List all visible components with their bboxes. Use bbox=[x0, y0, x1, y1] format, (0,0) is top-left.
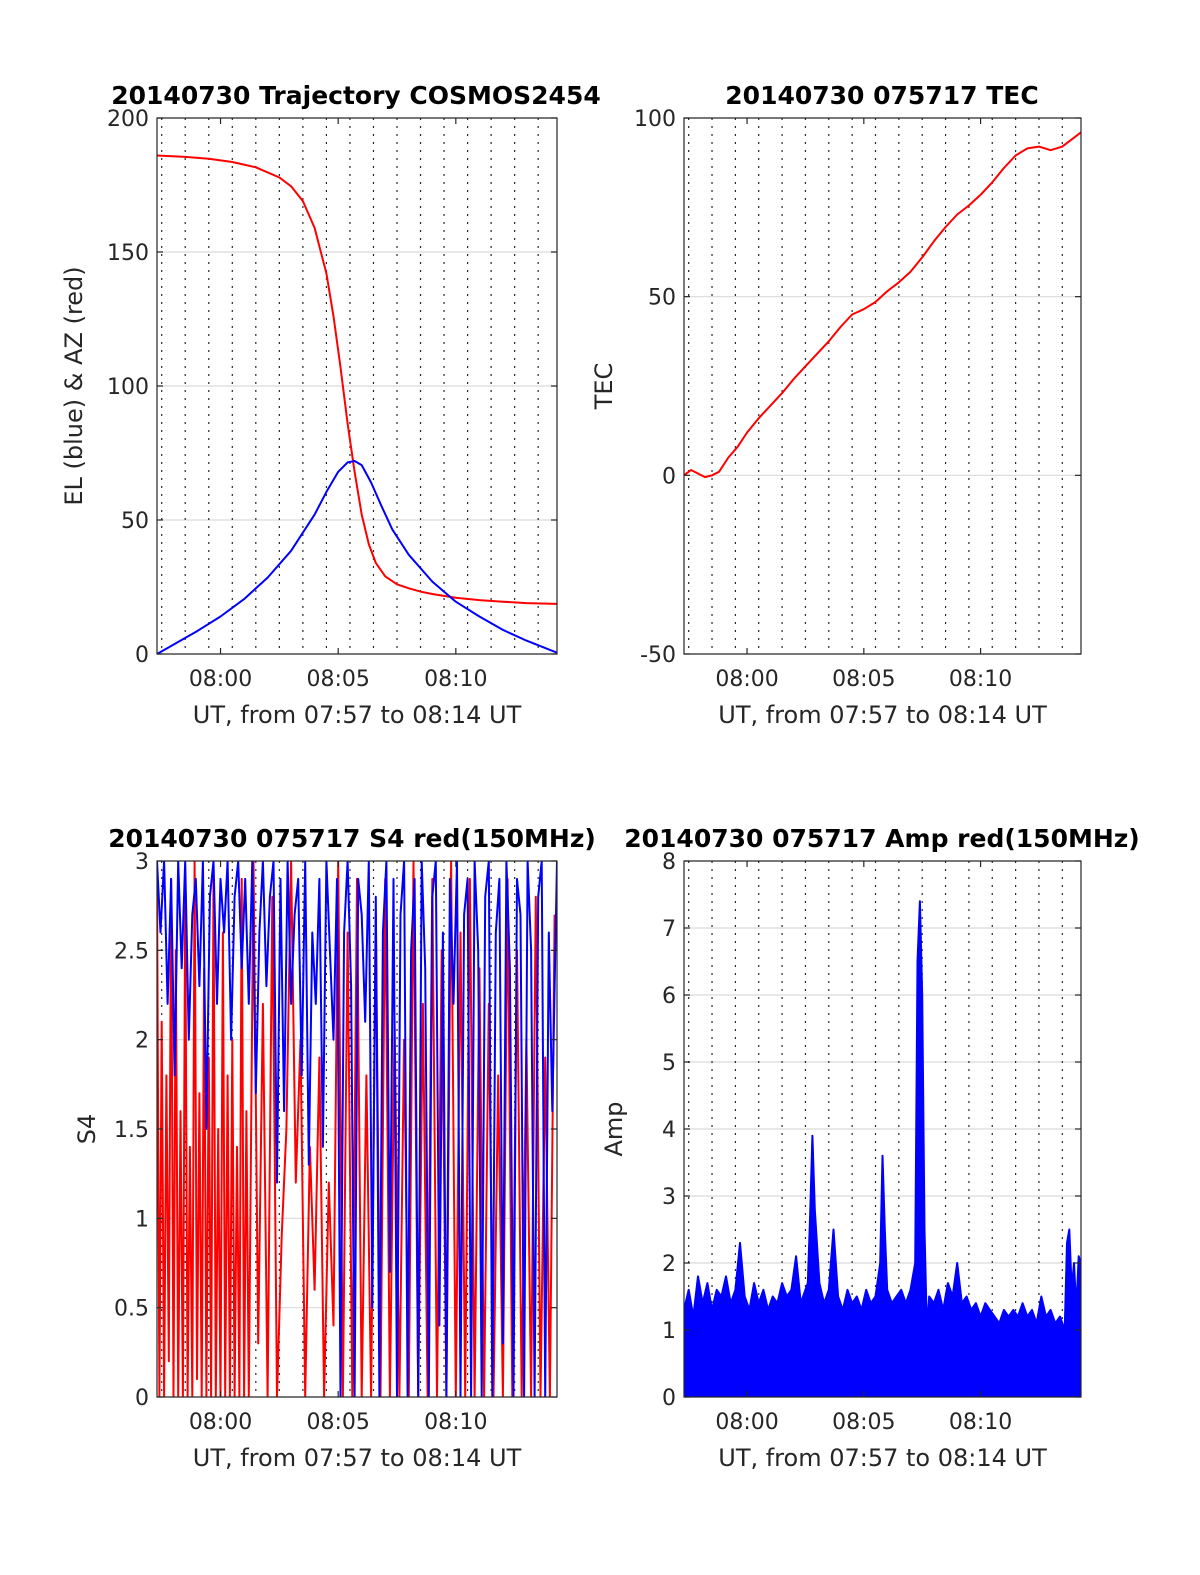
trajectory-ytick-label-4: 200 bbox=[107, 107, 149, 132]
tec-series bbox=[684, 131, 1081, 479]
trajectory-title: 20140730 Trajectory COSMOS2454 bbox=[111, 81, 601, 110]
tec-ytick-label-0: -50 bbox=[640, 643, 676, 668]
trajectory-vertical-grid bbox=[161, 118, 539, 654]
s4-series-clip bbox=[157, 861, 557, 1397]
amp-x-axis-label: UT, from 07:57 to 08:14 UT bbox=[718, 1444, 1047, 1472]
trajectory-ticks: 08:00 08:05 08:10 0 50 100 150 200 bbox=[107, 107, 557, 692]
tec-title: 20140730 075717 TEC bbox=[725, 81, 1038, 110]
tec-ytick-label-3: 100 bbox=[634, 107, 676, 132]
trajectory-series bbox=[157, 154, 557, 654]
s4-ytick-label-3: 1.5 bbox=[114, 1118, 149, 1143]
panel-s4: 08:00 08:05 08:10 0 0.5 1 1.5 2 2.5 3 20140730 07… bbox=[73, 824, 596, 1472]
amp-xtick-label-0: 08:00 bbox=[715, 1410, 778, 1435]
s4-ytick-label-2: 1 bbox=[135, 1207, 149, 1232]
tec-series-clip bbox=[684, 131, 1081, 479]
amp-ticks: 08:00 08:05 08:10 0 1 2 3 4 5 6 7 8 bbox=[662, 850, 1081, 1435]
panel-trajectory: 08:00 08:05 08:10 0 50 100 150 200 20140730 Tra… bbox=[60, 81, 601, 729]
amp-vertical-grid bbox=[688, 861, 1063, 1397]
tec-ticks: 08:00 08:05 08:10 -50 0 50 100 bbox=[634, 107, 1081, 692]
trajectory-series-1-line bbox=[157, 460, 557, 654]
tec-xtick-label-0: 08:00 bbox=[715, 667, 778, 692]
s4-y-axis-label: S4 bbox=[73, 1114, 101, 1145]
amp-y-axis-label: Amp bbox=[600, 1101, 628, 1156]
s4-ytick-label-5: 2.5 bbox=[114, 939, 149, 964]
amp-ytick-label-3: 3 bbox=[662, 1185, 676, 1210]
tec-x-axis-label: UT, from 07:57 to 08:14 UT bbox=[718, 701, 1047, 729]
amp-series-0-line bbox=[684, 900, 1081, 1331]
s4-ticks: 08:00 08:05 08:10 0 0.5 1 1.5 2 2.5 3 bbox=[114, 850, 557, 1435]
s4-x-axis-label: UT, from 07:57 to 08:14 UT bbox=[193, 1444, 522, 1472]
amp-title: 20140730 075717 Amp red(150MHz) bbox=[624, 824, 1140, 853]
amp-ytick-label-7: 7 bbox=[662, 917, 676, 942]
amp-xtick-label-1: 08:05 bbox=[832, 1410, 895, 1435]
amp-ytick-label-6: 6 bbox=[662, 984, 676, 1009]
trajectory-x-axis-label: UT, from 07:57 to 08:14 UT bbox=[193, 701, 522, 729]
tec-y-axis-label: TEC bbox=[590, 363, 618, 411]
trajectory-ytick-label-0: 0 bbox=[135, 643, 149, 668]
s4-xtick-label-2: 08:10 bbox=[424, 1410, 487, 1435]
panel-tec: 08:00 08:05 08:10 -50 0 50 100 20140730 075717… bbox=[590, 81, 1082, 729]
amp-ytick-label-0: 0 bbox=[662, 1386, 676, 1411]
amp-xtick-label-2: 08:10 bbox=[949, 1410, 1012, 1435]
s4-xtick-label-1: 08:05 bbox=[306, 1410, 369, 1435]
trajectory-series-0-line bbox=[157, 154, 557, 605]
s4-xtick-label-0: 08:00 bbox=[189, 1410, 252, 1435]
s4-ytick-label-6: 3 bbox=[135, 850, 149, 875]
amp-series-clip bbox=[684, 900, 1081, 1397]
trajectory-ytick-label-3: 150 bbox=[107, 241, 149, 266]
s4-ytick-label-1: 0.5 bbox=[114, 1297, 149, 1322]
trajectory-ytick-label-1: 50 bbox=[121, 509, 149, 534]
trajectory-ytick-label-2: 100 bbox=[107, 375, 149, 400]
amp-series bbox=[684, 900, 1081, 1397]
tec-xtick-label-1: 08:05 bbox=[832, 667, 895, 692]
amp-ytick-label-2: 2 bbox=[662, 1252, 676, 1277]
amp-ytick-label-5: 5 bbox=[662, 1051, 676, 1076]
trajectory-xtick-label-0: 08:00 bbox=[189, 667, 252, 692]
tec-vertical-grid bbox=[688, 118, 1063, 654]
trajectory-series-clip bbox=[157, 154, 557, 654]
amp-series-0-area bbox=[684, 901, 1081, 1397]
tec-ytick-label-1: 0 bbox=[662, 464, 676, 489]
panel-amp: 08:00 08:05 08:10 0 1 2 3 4 5 6 7 8 20140730 075717… bbox=[600, 824, 1140, 1472]
tec-series-0-line bbox=[684, 131, 1081, 479]
s4-series-1-line bbox=[157, 861, 557, 1397]
trajectory-xtick-label-2: 08:10 bbox=[424, 667, 487, 692]
trajectory-xtick-label-1: 08:05 bbox=[306, 667, 369, 692]
amp-ytick-label-4: 4 bbox=[662, 1118, 676, 1143]
s4-ytick-label-4: 2 bbox=[135, 1029, 149, 1054]
tec-xtick-label-2: 08:10 bbox=[949, 667, 1012, 692]
trajectory-y-axis-label: EL (blue) & AZ (red) bbox=[60, 266, 88, 505]
tec-ytick-label-2: 50 bbox=[648, 286, 676, 311]
tec-plot-frame bbox=[683, 117, 1082, 655]
amp-ytick-label-1: 1 bbox=[662, 1319, 676, 1344]
amp-ytick-label-8: 8 bbox=[662, 850, 676, 875]
s4-ytick-label-0: 0 bbox=[135, 1386, 149, 1411]
s4-title: 20140730 075717 S4 red(150MHz) bbox=[108, 824, 596, 853]
s4-series bbox=[157, 861, 557, 1397]
